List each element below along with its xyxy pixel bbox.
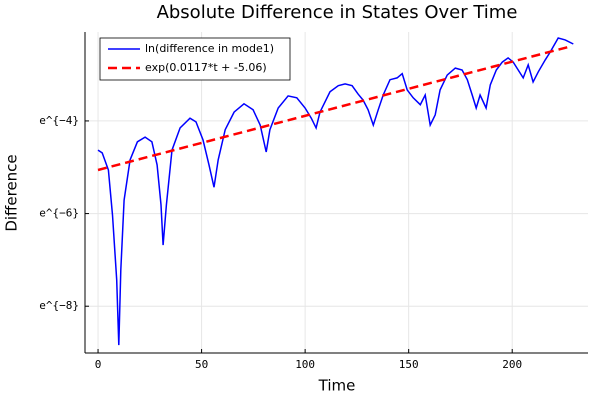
y-tick-label: e^{−8} <box>39 299 79 312</box>
x-tick-label: 100 <box>295 358 315 371</box>
legend: ln(difference in mode1) exp(0.0117*t + -5… <box>99 37 291 81</box>
chart-title: Absolute Difference in States Over Time <box>157 2 518 23</box>
x-tick-label: 0 <box>95 358 102 371</box>
y-axis-label: Difference <box>3 154 21 231</box>
legend-label: ln(difference in mode1) <box>145 42 274 55</box>
series-line <box>97 37 574 346</box>
y-tick-label: e^{−6} <box>39 207 79 220</box>
x-tick-label: 50 <box>195 358 208 371</box>
legend-label: exp(0.0117*t + -5.06) <box>145 61 267 74</box>
legend-box <box>99 37 291 81</box>
series-line <box>97 45 571 172</box>
y-tick-label: e^{−4} <box>39 114 79 127</box>
x-tick-label: 200 <box>502 358 522 371</box>
x-tick-label: 150 <box>399 358 419 371</box>
x-axis-label: Time <box>318 377 356 395</box>
